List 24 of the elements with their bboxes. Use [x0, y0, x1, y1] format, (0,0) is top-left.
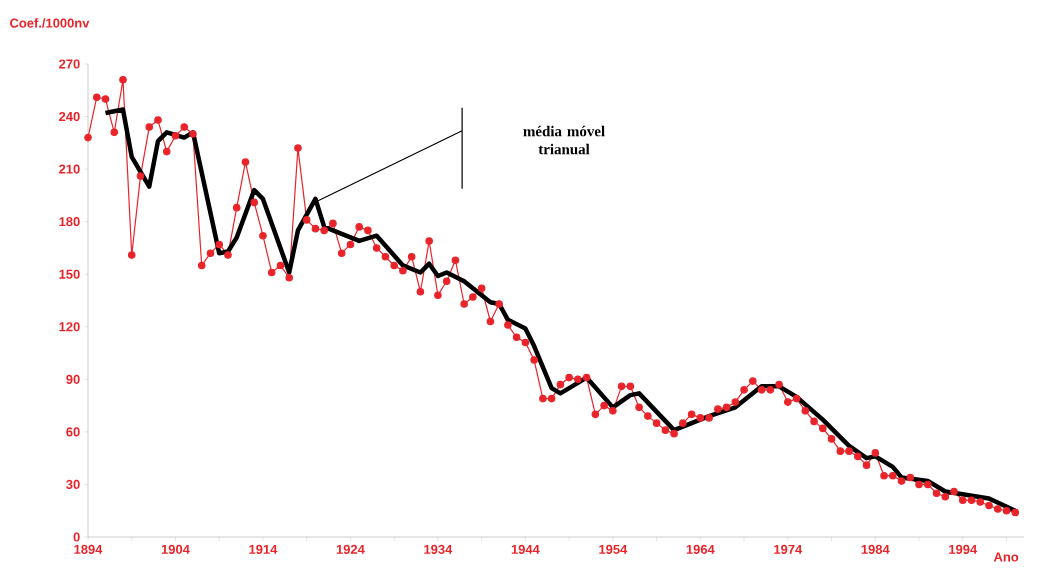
y-tick-label: 210: [59, 164, 80, 174]
y-axis-title: Coef./1000nv: [10, 18, 90, 28]
x-tick-label: 1974: [774, 544, 803, 554]
y-tick-label: 0: [73, 532, 80, 542]
y-tick-label: 150: [59, 269, 80, 279]
x-axis-title: Ano: [993, 552, 1019, 562]
x-tick-label: 1904: [161, 544, 190, 554]
y-tick-label: 60: [66, 427, 80, 437]
x-tick-label: 1964: [686, 544, 715, 554]
x-tick-label: 1934: [424, 544, 453, 554]
x-tick-label: 1994: [949, 544, 978, 554]
y-tick-label: 90: [66, 374, 80, 384]
annotation: média móvel trianual: [523, 125, 605, 155]
x-tick-label: 1954: [599, 544, 628, 554]
x-tick-label: 1984: [861, 544, 890, 554]
y-tick-label: 240: [59, 111, 80, 122]
x-tick-label: 1944: [511, 544, 540, 554]
x-tick-label: 1914: [249, 544, 278, 554]
x-tick-label: 1894: [74, 544, 103, 554]
y-tick-label: 30: [66, 479, 80, 490]
x-tick-label: 1924: [336, 544, 365, 554]
y-tick-label: 180: [59, 217, 80, 227]
y-tick-label: 120: [59, 322, 80, 332]
y-tick-label: 270: [59, 59, 80, 69]
